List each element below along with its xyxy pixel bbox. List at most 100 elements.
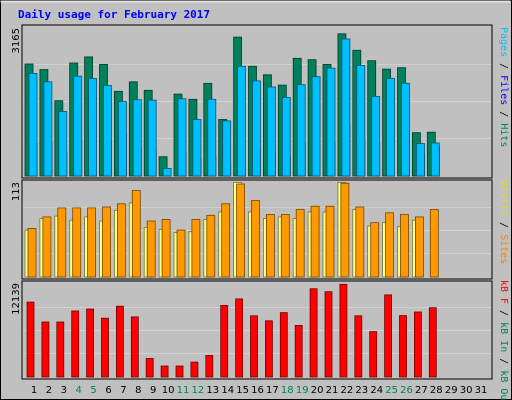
sites-bar [251,200,260,278]
kb-f-bar [160,365,169,378]
sites-bar [161,218,171,278]
sites-bar [191,218,201,278]
sites-bar [355,206,365,278]
kb-f-bar [264,320,273,378]
day-label: 30 [460,385,473,396]
axis-label-part: / [498,57,509,75]
pages-bar [326,67,336,177]
kb-f-bar [26,301,35,378]
axis-label-part: / [498,304,509,322]
sites-bar [72,207,82,278]
pages-bar [132,99,142,177]
kb-f-bar [116,305,124,378]
sites-bar [370,222,380,278]
pages-bar [192,119,202,177]
kb-f-bar [413,311,422,378]
axis-label-part: / [498,216,509,234]
pages-bar [266,86,276,177]
day-label: 27 [415,385,428,396]
pages-bar [430,142,440,177]
sites-bar [146,220,156,278]
pages-bar [311,76,321,177]
pages-bar [43,81,53,177]
pages-bar [207,98,217,177]
day-label: 2 [46,385,52,396]
kb-f-bar [279,312,288,378]
day-label: 4 [76,385,82,396]
kb-f-bar [428,307,437,378]
sites-bar [325,205,335,278]
day-label: 15 [236,385,249,396]
day-label: 13 [206,385,219,396]
day-label: 5 [90,385,96,396]
axis-label-part: Hits [498,123,509,147]
day-label: 6 [105,385,111,396]
sites-bar [27,227,37,278]
day-labels: 1 2 3 4 5 6 7 8 9 10 11 12 13 14 15 16 17 18 19 20 21 22 23 24 2… [31,385,488,396]
sites-bar [400,214,409,278]
sites-bar [265,214,275,278]
axis-label-part: Sites [498,234,509,264]
kb-f-bar [145,358,154,378]
axis-label-part: / [498,352,509,370]
day-label: 22 [341,385,354,396]
visits-ymax-label: 113 [11,182,22,201]
pages-bar [371,96,381,177]
pages-bar [401,82,410,177]
pages-bar [103,85,112,177]
sites-bar [414,216,424,278]
sites-bar [280,214,290,278]
sites-bar [236,183,246,278]
kb-f-bar [41,321,50,378]
axis-label-part: Pages [498,27,509,57]
sites-bar [176,229,186,278]
kb-f-bar [294,324,303,378]
sites-bar [42,216,52,278]
hits-ymax-label: 3165 [11,28,22,53]
kb-f-bar [399,315,407,378]
kb-f-bar [190,361,199,378]
kb-f-bar [205,355,214,378]
kb-f-bar [220,304,229,378]
sites-bar [131,190,141,278]
kb-f-bar [354,315,363,378]
pages-bar [73,75,83,177]
day-label: 12 [192,385,205,396]
sites-bar [87,207,96,278]
kb-f-bar [324,291,333,378]
pages-bar [118,101,127,177]
day-label: 23 [355,385,368,396]
sites-bar [206,214,216,278]
day-label: 25 [385,385,398,396]
sites-bar [221,203,231,278]
axis-label-part: kB Out [498,370,509,400]
pages-bar [177,98,187,177]
visits-axis-label: Visits / Sites [498,180,509,264]
day-label: 18 [281,385,294,396]
sites-bar [340,182,350,278]
pages-bar [296,84,306,177]
pages-bar [222,120,232,177]
pages-bar [386,78,396,177]
kbytes-ymax-label: 12139 [11,283,22,315]
kb-f-bar [101,317,109,378]
axis-label-part: Visits [498,180,509,216]
kb-f-bar [56,321,65,378]
day-label: 3 [61,385,67,396]
kb-f-bar [250,315,258,378]
day-label: 8 [135,385,141,396]
pages-bar [58,111,68,177]
kb-f-bar [235,298,244,378]
day-label: 24 [370,385,383,396]
sites-bar [385,212,395,278]
pages-bar [281,97,291,177]
kbytes-axis-label: kB F / kB In / kB Out [498,280,509,400]
day-label: 1 [31,385,37,396]
kb-f-bar [130,316,139,378]
hits-axis-label: Pages / Files / Hits [498,27,509,147]
pages-bar [356,65,366,177]
kb-f-bar [369,331,378,378]
pages-bar [415,143,425,177]
bar-layer [23,33,491,378]
